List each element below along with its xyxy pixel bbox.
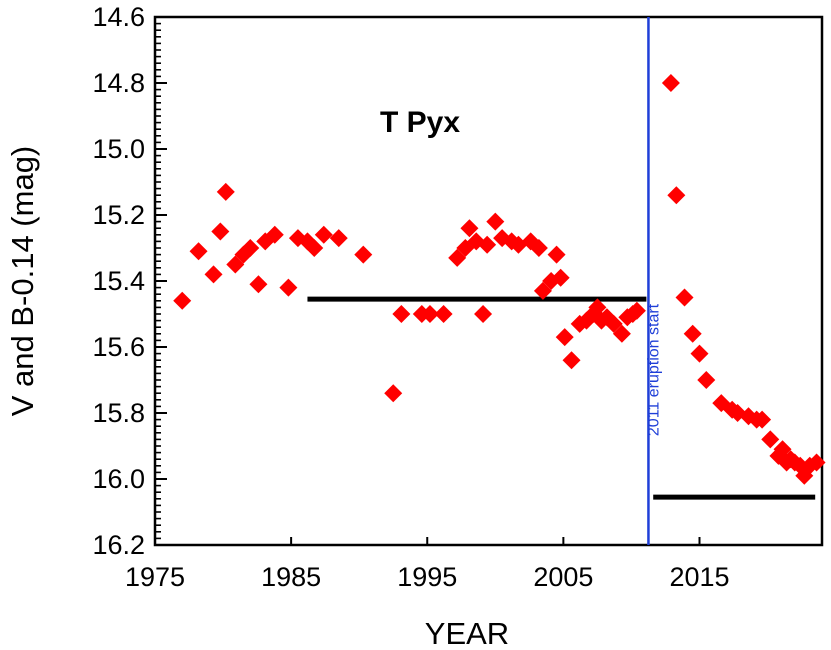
data-point	[661, 74, 680, 92]
data-point	[460, 219, 479, 238]
x-tick-label: 1995	[397, 562, 457, 592]
y-tick-label: 16.0	[92, 464, 145, 494]
y-tick-label: 16.2	[92, 530, 145, 560]
data-point	[562, 351, 581, 370]
data-point	[697, 371, 716, 389]
data-point	[627, 301, 646, 320]
data-point	[667, 186, 686, 205]
data-point	[486, 212, 505, 231]
data-point	[329, 229, 348, 248]
data-point	[690, 344, 709, 363]
y-axis-ticks: 14.6 14.8 15.0 15.2 15.4 15.6 15.8 16.0 16.2	[92, 2, 167, 560]
data-point	[265, 225, 284, 244]
y-minor-ticks	[155, 22, 161, 540]
data-point	[529, 239, 548, 257]
data-point	[420, 305, 439, 323]
data-point	[249, 275, 268, 294]
data-point	[211, 222, 230, 241]
data-point	[384, 384, 403, 403]
y-tick-label: 14.6	[92, 2, 145, 32]
data-point	[314, 225, 333, 244]
data-point	[189, 242, 208, 261]
data-point	[241, 239, 260, 257]
eruption-annotation: 2011 eruption start	[646, 303, 663, 436]
data-point	[279, 278, 298, 297]
data-point	[434, 305, 453, 323]
data-point	[216, 182, 235, 201]
data-point	[392, 305, 411, 323]
reference-lines	[307, 17, 816, 545]
x-axis-ticks: 1975 1985 1995 2005 2015	[125, 537, 730, 592]
data-point	[305, 239, 324, 257]
x-tick-label: 1985	[261, 562, 321, 592]
y-tick-label: 14.8	[92, 68, 145, 98]
data-point	[753, 410, 772, 429]
y-tick-label: 15.0	[92, 134, 145, 164]
data-point	[547, 245, 566, 264]
data-point	[173, 291, 192, 310]
x-tick-label: 1975	[125, 562, 185, 592]
data-point	[448, 248, 467, 267]
data-point	[204, 265, 223, 284]
y-tick-label: 15.4	[92, 266, 145, 296]
data-point	[612, 324, 631, 343]
y-axis-title: V and B-0.14 (mag)	[5, 146, 40, 417]
y-tick-label: 15.2	[92, 200, 145, 230]
data-point	[354, 245, 373, 264]
plot-area	[153, 15, 824, 547]
data-point	[773, 440, 792, 459]
y-tick-label: 15.8	[92, 398, 145, 428]
x-tick-label: 2015	[669, 562, 729, 592]
data-points	[173, 74, 826, 485]
data-point	[588, 298, 607, 317]
data-point	[555, 328, 574, 347]
data-point	[683, 324, 702, 343]
x-tick-label: 2005	[533, 562, 593, 592]
x-axis-title: YEAR	[425, 616, 509, 650]
data-point	[226, 255, 245, 274]
data-point	[551, 268, 570, 287]
data-point	[474, 305, 493, 323]
chart-title: T Pyx	[380, 106, 460, 139]
data-point	[604, 314, 623, 333]
data-point	[478, 235, 497, 254]
data-point	[807, 453, 826, 472]
data-point	[675, 288, 694, 307]
y-tick-label: 15.6	[92, 332, 145, 362]
data-point	[761, 430, 780, 449]
data-point	[533, 281, 552, 300]
